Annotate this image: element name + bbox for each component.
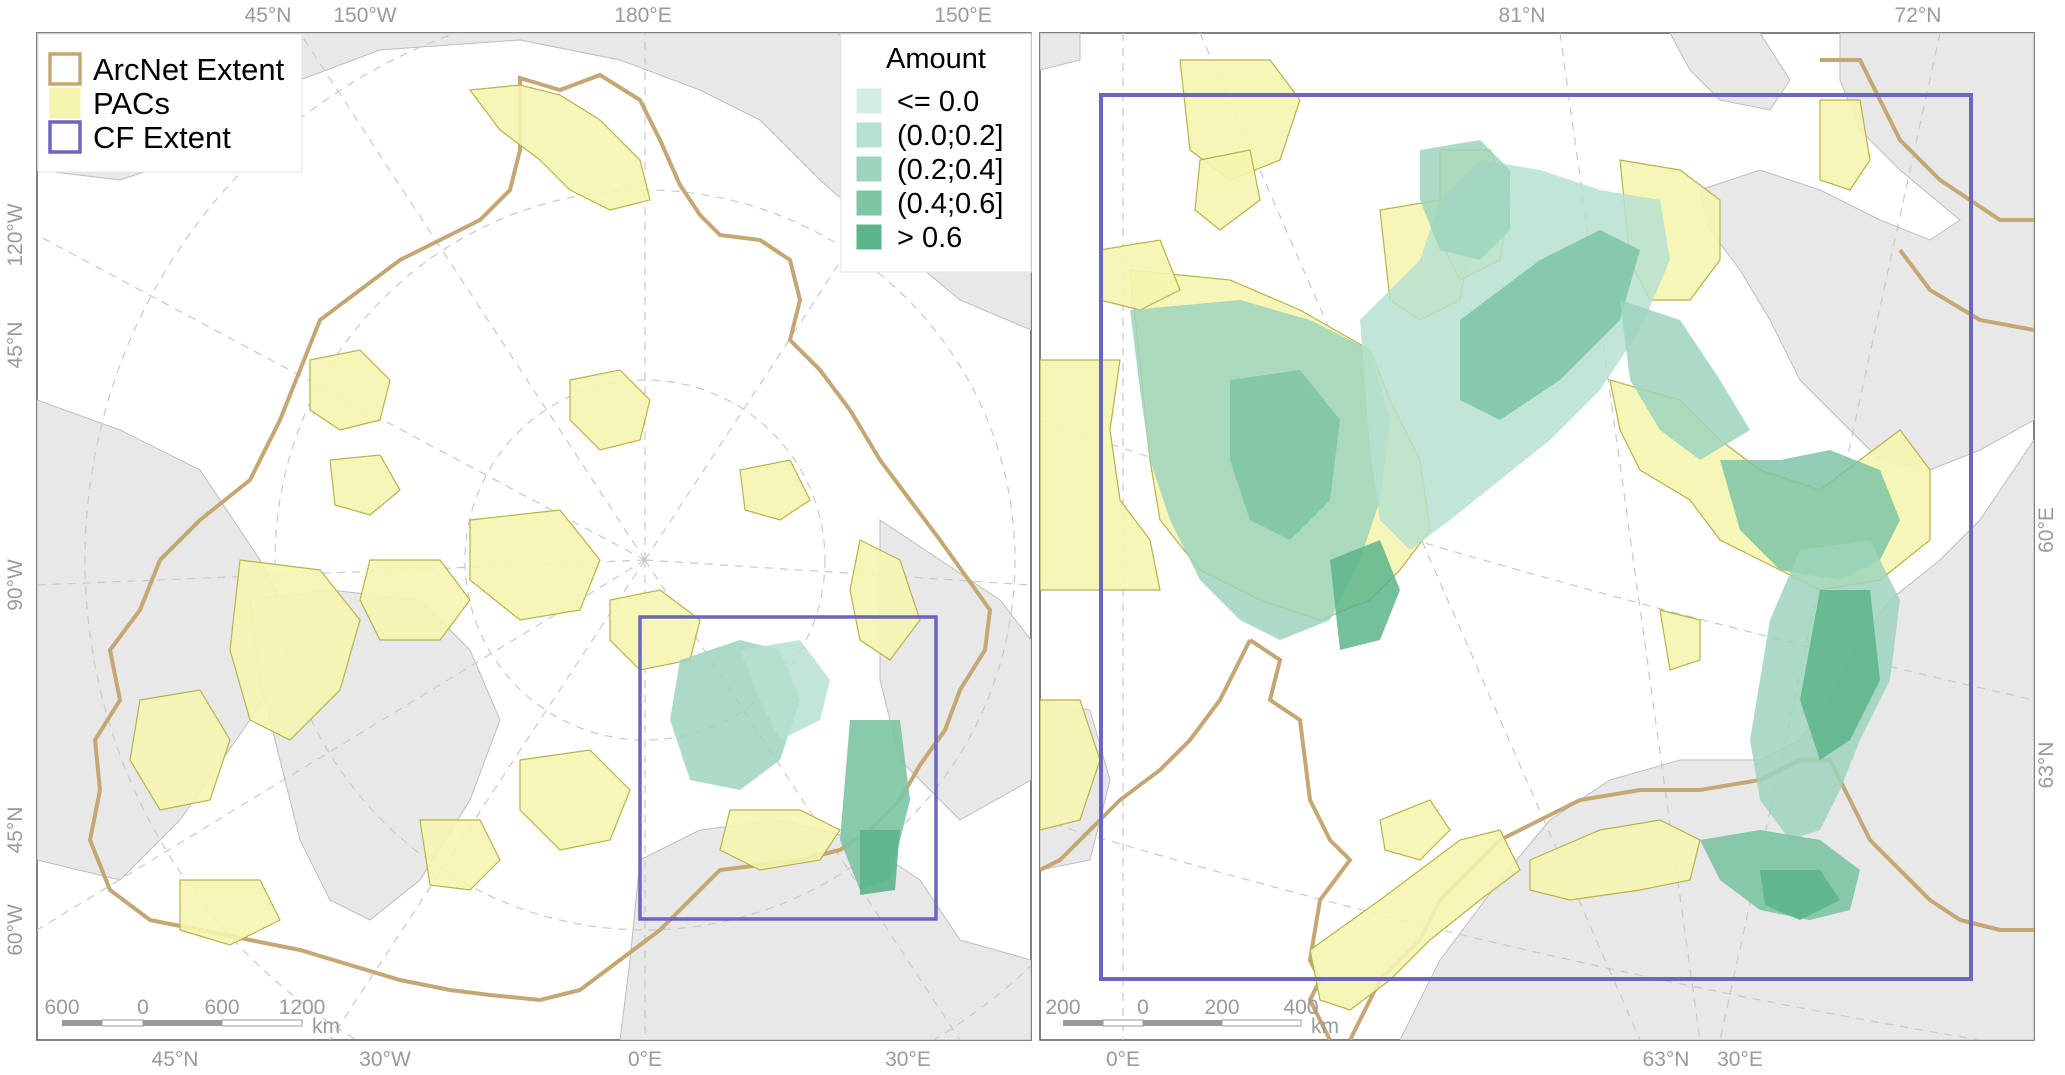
left-map-panel: 45°N 150°W 180°E 150°E 120°W 45°N 90°W 4… xyxy=(4,4,1032,1071)
left-bottom-tick: 45°N xyxy=(152,1048,199,1071)
extent-legend: ArcNet Extent PACs CF Extent xyxy=(37,33,303,173)
amount-class-label: <= 0.0 xyxy=(897,86,979,118)
left-top-tick: 180°E xyxy=(614,4,671,27)
legend-cf-label: CF Extent xyxy=(93,120,231,155)
left-bottom-tick: 30°W xyxy=(359,1048,411,1071)
left-side-tick: 45°N xyxy=(4,807,27,854)
left-side-tick: 45°N xyxy=(4,322,27,369)
legend-pacs-label: PACs xyxy=(93,86,170,121)
legend-arcnet-label: ArcNet Extent xyxy=(93,52,285,87)
left-cf-extent xyxy=(638,615,938,921)
left-top-tick: 150°E xyxy=(934,4,991,27)
right-scale-label: 400 xyxy=(1283,996,1318,1019)
left-side-tick: 60°W xyxy=(4,904,27,956)
right-bottom-tick: 0°E xyxy=(1106,1048,1140,1071)
amount-swatch-0 xyxy=(855,87,883,115)
right-map-panel: 81°N 72°N 60°E 63°N 0°E 63°N 30°E 200 0 … xyxy=(1039,4,2058,1071)
right-bottom-tick: 30°E xyxy=(1717,1048,1763,1071)
cf-swatch xyxy=(48,120,82,154)
pacs-swatch xyxy=(49,87,81,119)
left-axis-ticks: 45°N 150°W 180°E 150°E 120°W 45°N 90°W 4… xyxy=(4,4,992,1071)
right-axis-ticks: 81°N 72°N 60°E 63°N 0°E 63°N 30°E xyxy=(1106,4,2058,1071)
amount-legend-title: Amount xyxy=(886,43,986,75)
left-scale-label: 1200 xyxy=(279,996,326,1019)
amount-swatch-3 xyxy=(855,189,883,217)
right-cf-extent xyxy=(1099,93,1973,981)
left-scale-label: 600 xyxy=(44,996,79,1019)
arcnet-swatch xyxy=(48,52,82,86)
left-scale-unit: km xyxy=(312,1015,340,1038)
left-land xyxy=(37,33,1031,1040)
right-scale-unit: km xyxy=(1311,1015,1339,1038)
amount-class-label: (0.2;0.4] xyxy=(897,154,1003,186)
left-top-tick: 45°N xyxy=(245,4,292,27)
amount-swatch-2 xyxy=(855,155,883,183)
left-arcnet-extent xyxy=(87,72,993,1003)
left-bottom-tick: 0°E xyxy=(628,1048,662,1071)
left-scale-bar: 600 0 600 1200 km xyxy=(44,996,340,1038)
amount-class-label: (0.0;0.2] xyxy=(897,120,1003,152)
amount-swatch-4 xyxy=(855,223,883,251)
left-scale-label: 0 xyxy=(137,996,149,1019)
right-side-tick: 60°E xyxy=(2035,507,2058,553)
amount-swatch-1 xyxy=(855,121,883,149)
left-top-tick: 150°W xyxy=(333,4,396,27)
right-scale-label: 200 xyxy=(1204,996,1239,1019)
right-amount-raster xyxy=(1130,140,1900,920)
right-scale-label: 200 xyxy=(1045,996,1080,1019)
right-scale-bar: 200 0 200 400 km xyxy=(1045,996,1339,1038)
right-top-tick: 72°N xyxy=(1895,4,1942,27)
amount-class-label: > 0.6 xyxy=(897,222,962,254)
right-top-tick: 81°N xyxy=(1499,4,1546,27)
left-bottom-tick: 30°E xyxy=(885,1048,931,1071)
amount-legend: Amount <= 0.0 (0.0;0.2] (0.2;0.4] (0.4;0… xyxy=(840,33,1032,273)
left-side-tick: 90°W xyxy=(4,559,27,611)
right-scale-label: 0 xyxy=(1137,996,1149,1019)
left-scale-label: 600 xyxy=(204,996,239,1019)
amount-class-label: (0.4;0.6] xyxy=(897,188,1003,220)
right-bottom-tick: 63°N xyxy=(1643,1048,1690,1071)
left-amount-zone xyxy=(670,640,910,895)
left-side-tick: 120°W xyxy=(4,203,27,266)
right-side-tick: 63°N xyxy=(2035,742,2058,789)
left-pacs xyxy=(129,84,921,946)
